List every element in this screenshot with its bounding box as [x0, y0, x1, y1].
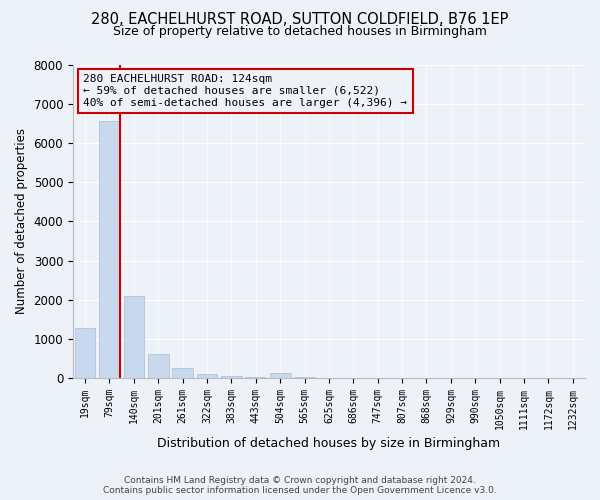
Text: Size of property relative to detached houses in Birmingham: Size of property relative to detached ho…: [113, 25, 487, 38]
Bar: [197, 374, 217, 378]
Bar: [124, 296, 144, 378]
Bar: [99, 120, 120, 378]
Bar: [270, 373, 290, 378]
Bar: [75, 328, 95, 378]
Text: 280 EACHELHURST ROAD: 124sqm
← 59% of detached houses are smaller (6,522)
40% of: 280 EACHELHURST ROAD: 124sqm ← 59% of de…: [83, 74, 407, 108]
X-axis label: Distribution of detached houses by size in Birmingham: Distribution of detached houses by size …: [157, 437, 500, 450]
Text: Contains HM Land Registry data © Crown copyright and database right 2024.
Contai: Contains HM Land Registry data © Crown c…: [103, 476, 497, 495]
Bar: [148, 354, 169, 378]
Text: 280, EACHELHURST ROAD, SUTTON COLDFIELD, B76 1EP: 280, EACHELHURST ROAD, SUTTON COLDFIELD,…: [91, 12, 509, 28]
Bar: [245, 377, 266, 378]
Bar: [172, 368, 193, 378]
Bar: [294, 377, 315, 378]
Y-axis label: Number of detached properties: Number of detached properties: [15, 128, 28, 314]
Bar: [221, 376, 242, 378]
